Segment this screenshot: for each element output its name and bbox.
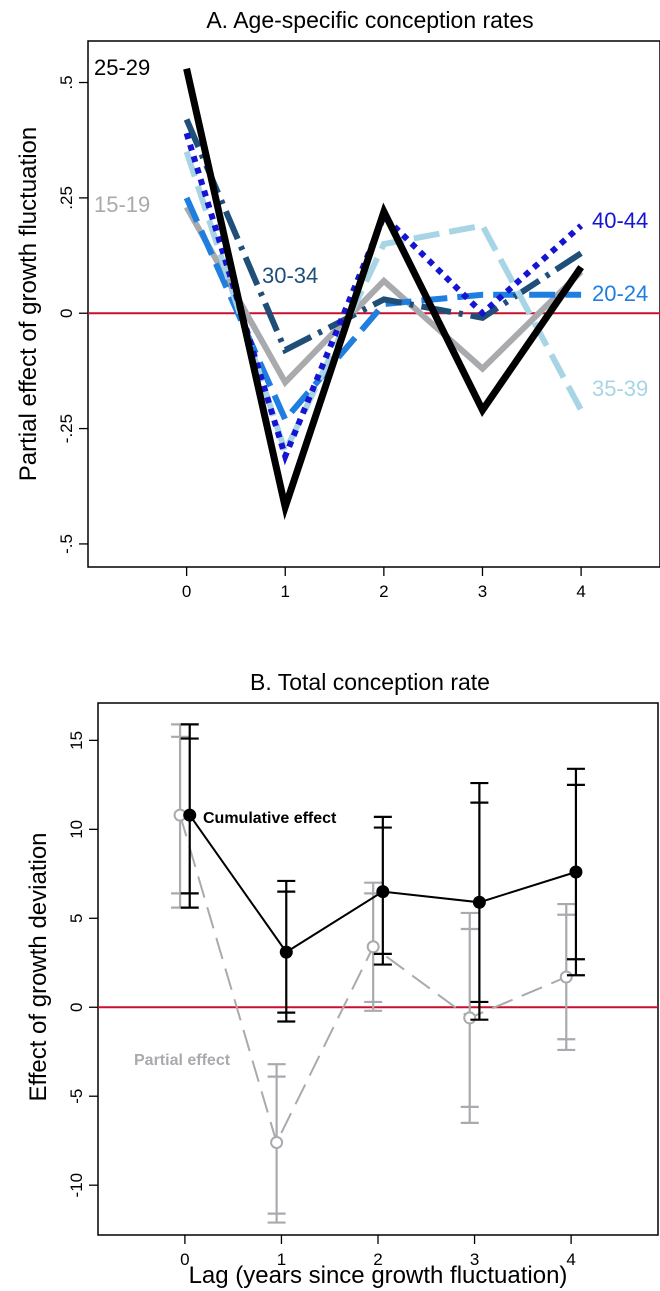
panel-b-y-tick-label: 5 <box>67 914 86 923</box>
cumulative-effect-point <box>183 808 197 822</box>
panel-a-y-tick-label: .25 <box>57 186 76 210</box>
panel-b: B. Total conception rate Effect of growt… <box>25 669 659 1289</box>
series-line-30-34 <box>183 118 583 355</box>
panel-b-y-tick-label: -10 <box>67 1173 86 1198</box>
panel-a-axes: 0 1 2 3 4 -.5 -.25 0 .25 .5 <box>57 75 586 601</box>
panel-b-axes: 0 1 2 3 4 -10 -5 0 5 10 15 <box>67 731 576 1269</box>
series-label-20-24: 20-24 <box>592 281 648 306</box>
panel-b-x-tick-label: 3 <box>470 1250 479 1269</box>
partial-effect-point <box>366 940 380 954</box>
panel-a-frame <box>87 40 660 568</box>
panel-a: A. Age-specific conception rates Partial… <box>15 7 660 601</box>
panel-a-y-axis-label: Partial effect of growth fluctuation <box>15 127 42 481</box>
panel-a-y-tick-label: .5 <box>57 75 76 89</box>
panel-b-title: B. Total conception rate <box>250 669 490 695</box>
panel-b-frame <box>97 702 659 1236</box>
panel-b-x-tick-label: 0 <box>180 1250 189 1269</box>
series-line-25-29 <box>183 67 584 521</box>
panel-a-title: A. Age-specific conception rates <box>206 7 533 33</box>
series-line-35-39 <box>183 150 584 460</box>
panel-b-y-tick-label: 15 <box>67 731 86 750</box>
series-line-15-19 <box>183 205 584 388</box>
panel-a-x-tick-label: 2 <box>379 582 388 601</box>
panel-a-y-tick-label: 0 <box>57 308 76 317</box>
panel-b-x-tick-label: 2 <box>373 1250 382 1269</box>
panel-b-y-axis-label: Effect of growth deviation <box>25 832 52 1101</box>
cumulative-effect-label: Cumulative effect <box>203 810 337 827</box>
partial-effect-point <box>559 970 573 984</box>
panel-a-y-tick-label: -.5 <box>57 534 76 554</box>
series-label-40-44: 40-44 <box>592 208 648 233</box>
series-label-35-39: 35-39 <box>592 376 648 401</box>
cumulative-effect-point <box>376 885 390 899</box>
series-label-15-19: 15-19 <box>94 192 150 217</box>
series-label-30-34: 30-34 <box>262 263 318 288</box>
panel-a-x-tick-label: 3 <box>478 582 487 601</box>
panel-a-x-tick-label: 1 <box>281 582 290 601</box>
cumulative-effect-point <box>569 865 583 879</box>
panel-b-series <box>171 723 585 1224</box>
panel-a-series-labels: 15-19 20-24 30-34 35-39 40-44 25-29 <box>94 55 648 401</box>
series-label-25-29: 25-29 <box>94 55 150 80</box>
panel-a-x-tick-label: 0 <box>182 582 191 601</box>
panel-a-x-tick-label: 4 <box>576 582 585 601</box>
partial-effect-label: Partial effect <box>134 1052 231 1069</box>
cumulative-effect-point <box>279 945 293 959</box>
panel-a-y-tick-label: -.25 <box>57 414 76 443</box>
partial-effect-point <box>463 1011 477 1025</box>
partial-effect-point <box>270 1135 284 1149</box>
panel-b-x-tick-label: 4 <box>566 1250 575 1269</box>
panel-b-x-tick-label: 1 <box>277 1250 286 1269</box>
panel-a-series <box>183 67 584 521</box>
panel-b-y-tick-label: 0 <box>67 1003 86 1012</box>
panel-b-x-axis-label: Lag (years since growth fluctuation) <box>189 1262 568 1289</box>
panel-b-y-tick-label: -5 <box>67 1089 86 1104</box>
cumulative-effect-point <box>472 895 486 909</box>
panel-b-annotations: Cumulative effect Partial effect <box>134 810 337 1069</box>
panel-b-y-tick-label: 10 <box>67 820 86 839</box>
